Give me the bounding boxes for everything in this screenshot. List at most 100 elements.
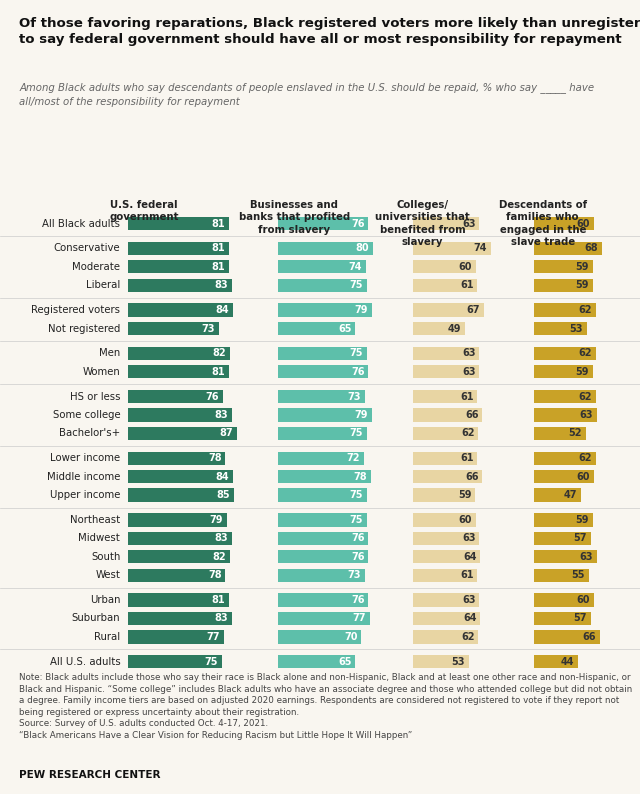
Bar — [534, 242, 602, 255]
Bar — [413, 655, 468, 669]
Text: 61: 61 — [460, 570, 474, 580]
Text: Of those favoring reparations, Black registered voters more likely than unregist: Of those favoring reparations, Black reg… — [19, 17, 640, 47]
Text: 59: 59 — [575, 515, 589, 525]
Bar — [413, 593, 479, 607]
Text: 49: 49 — [447, 323, 461, 333]
Bar — [128, 390, 223, 403]
Bar — [128, 452, 225, 465]
Text: Businesses and
banks that profited
from slavery: Businesses and banks that profited from … — [239, 200, 350, 235]
Text: 60: 60 — [577, 218, 590, 229]
Text: 63: 63 — [462, 595, 476, 605]
Text: 75: 75 — [350, 280, 364, 291]
Bar — [128, 550, 230, 564]
Text: 74: 74 — [474, 244, 487, 253]
Bar — [534, 408, 597, 422]
Text: 62: 62 — [579, 305, 592, 315]
Text: HS or less: HS or less — [70, 391, 120, 402]
Text: 81: 81 — [212, 367, 225, 377]
Text: 79: 79 — [355, 305, 368, 315]
Bar — [413, 390, 477, 403]
Bar — [128, 514, 227, 526]
Text: Middle income: Middle income — [47, 472, 120, 482]
Text: 61: 61 — [460, 280, 474, 291]
Text: 81: 81 — [212, 244, 225, 253]
Text: Registered voters: Registered voters — [31, 305, 120, 315]
Text: Some college: Some college — [52, 410, 120, 420]
Text: 82: 82 — [213, 552, 227, 562]
Bar — [128, 655, 221, 669]
Text: 61: 61 — [460, 453, 474, 464]
Bar — [278, 390, 365, 403]
Bar — [413, 365, 479, 379]
Text: 59: 59 — [575, 262, 589, 272]
Text: 62: 62 — [461, 632, 474, 642]
Text: 65: 65 — [338, 323, 351, 333]
Bar — [534, 612, 591, 625]
Bar — [278, 365, 369, 379]
Bar — [413, 303, 484, 317]
Bar — [534, 593, 594, 607]
Text: 83: 83 — [214, 614, 228, 623]
Bar — [413, 427, 478, 440]
Bar — [534, 427, 586, 440]
Bar — [128, 217, 229, 230]
Bar — [278, 488, 367, 502]
Text: 73: 73 — [348, 391, 361, 402]
Bar — [534, 217, 594, 230]
Bar — [413, 260, 476, 273]
Text: 76: 76 — [351, 595, 365, 605]
Bar — [128, 612, 232, 625]
Text: West: West — [95, 570, 120, 580]
Text: 76: 76 — [351, 552, 365, 562]
Bar — [278, 630, 361, 643]
Text: U.S. federal
government: U.S. federal government — [109, 200, 179, 222]
Text: 64: 64 — [463, 614, 477, 623]
Text: Men: Men — [99, 349, 120, 358]
Bar — [413, 242, 491, 255]
Text: 79: 79 — [209, 515, 223, 525]
Bar — [278, 242, 373, 255]
Text: 76: 76 — [351, 367, 365, 377]
Bar — [128, 279, 232, 292]
Text: 85: 85 — [216, 490, 230, 500]
Text: 78: 78 — [353, 472, 367, 482]
Text: Rural: Rural — [94, 632, 120, 642]
Text: 63: 63 — [462, 534, 476, 543]
Text: 84: 84 — [216, 305, 229, 315]
Text: Upper income: Upper income — [50, 490, 120, 500]
Text: 78: 78 — [208, 453, 221, 464]
Bar — [278, 322, 355, 335]
Text: 76: 76 — [351, 218, 365, 229]
Bar — [128, 260, 229, 273]
Bar — [413, 612, 481, 625]
Bar — [278, 408, 372, 422]
Text: Women: Women — [83, 367, 120, 377]
Bar — [534, 390, 596, 403]
Text: 81: 81 — [212, 595, 225, 605]
Bar — [413, 470, 483, 484]
Text: 55: 55 — [572, 570, 585, 580]
Text: 62: 62 — [579, 453, 592, 464]
Bar — [413, 279, 477, 292]
Bar — [413, 347, 479, 360]
Bar — [534, 630, 600, 643]
Text: Liberal: Liberal — [86, 280, 120, 291]
Text: 57: 57 — [573, 534, 587, 543]
Text: 61: 61 — [460, 391, 474, 402]
Text: 77: 77 — [207, 632, 220, 642]
Text: Note: Black adults include those who say their race is Black alone and non-Hispa: Note: Black adults include those who say… — [19, 673, 632, 739]
Bar — [278, 593, 369, 607]
Text: 84: 84 — [216, 472, 229, 482]
Text: 81: 81 — [212, 262, 225, 272]
Text: 66: 66 — [582, 632, 596, 642]
Bar — [278, 514, 367, 526]
Text: 66: 66 — [465, 472, 479, 482]
Text: 57: 57 — [573, 614, 587, 623]
Text: 59: 59 — [575, 367, 589, 377]
Bar — [278, 569, 365, 582]
Text: 82: 82 — [213, 349, 227, 358]
Bar — [413, 322, 465, 335]
Bar — [278, 612, 369, 625]
Bar — [278, 452, 364, 465]
Text: 64: 64 — [463, 552, 477, 562]
